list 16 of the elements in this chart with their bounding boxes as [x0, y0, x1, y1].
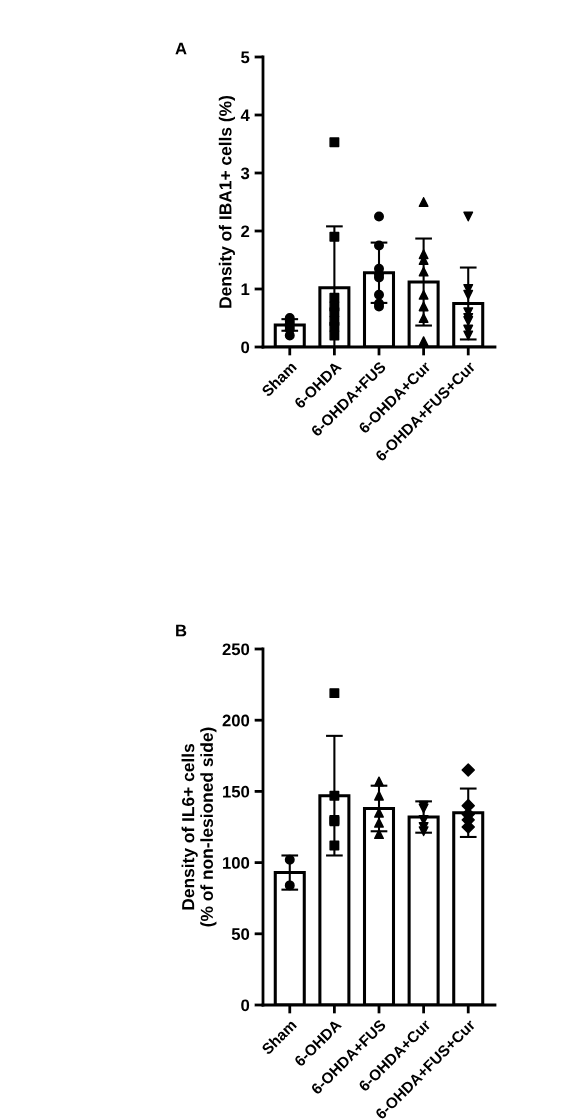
y-tick-label: 100 — [223, 857, 250, 869]
y-tick-label: 2 — [241, 225, 250, 238]
y-tick-label: 200 — [222, 714, 250, 727]
y-tick-label: 250 — [222, 643, 250, 656]
y-tick-label: 0 — [241, 999, 250, 1012]
y-tick-label: 0 — [241, 341, 250, 354]
y-tick-label: 3 — [240, 167, 250, 180]
y-tick-label: 5 — [241, 51, 250, 64]
chart-title: B — [176, 624, 187, 637]
y-tick-label: 4 — [240, 109, 250, 122]
y-axis-title: Density of IL6+ cells (% of non-lesioned side) — [181, 727, 217, 927]
y-tick-label: 150 — [223, 785, 250, 798]
chart-title: A — [175, 42, 187, 55]
y-axis-title: Density of IBA1+ cells (%) — [218, 96, 235, 308]
y-tick-label: 50 — [231, 928, 250, 940]
y-tick-label: 1 — [241, 283, 250, 296]
